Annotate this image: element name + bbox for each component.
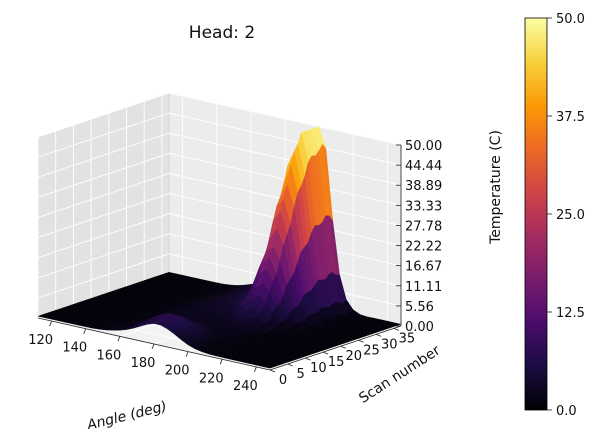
x-axis-label: Angle (deg) [85,398,169,429]
z-tick-label: 44.44 [405,159,442,174]
y-tick [340,345,346,349]
z-tick-label: 16.67 [405,260,442,275]
grid-line [37,233,170,279]
x-tick-label: 180 [131,356,156,371]
colorbar: 0.0 12.5 25.0 37.5 50.0 [524,12,585,419]
y-tick [287,363,293,367]
x-tick [219,359,223,365]
y-tick-label: 20 [346,349,363,364]
y-tick [358,339,364,343]
x-tick-label: 160 [96,348,121,363]
colorbar-tick-label: 12.5 [556,306,585,321]
y-tick-label: 35 [399,331,416,346]
x-tick [117,336,121,342]
z-tick-label: 0.00 [405,320,434,335]
z-tick-label: 11.11 [405,280,442,295]
z-axis-label: Temperature (C) [488,130,504,245]
y-tick [305,357,311,361]
colorbar-tick-label: 37.5 [556,110,585,125]
y-tick [376,333,382,337]
x-tick [83,328,87,334]
z-axis: 0.00 5.56 11.11 16.67 22.22 27.78 33.33 38.89 44… [396,139,442,335]
z-tick-label: 27.78 [405,219,442,234]
chart-title: Head: 2 [189,23,255,43]
grid-line [37,112,170,158]
colorbar-tick-label: 25.0 [556,208,585,223]
grid-line [37,92,170,138]
z-tick-label: 33.33 [405,199,442,214]
colorbar-tick-label: 0.0 [556,404,577,419]
grid-line [37,193,170,238]
y-tick-label: 0 [279,373,287,388]
grid-line [37,173,170,218]
x-tick-label: 240 [233,379,258,394]
y-tick-label: 5 [297,367,305,382]
y-tick-label: 25 [363,343,380,358]
x-tick [49,320,53,327]
z-tick-label: 5.56 [405,300,434,315]
y-tick [322,351,329,355]
z-tick-label: 38.89 [405,179,442,194]
y-tick-label: 30 [381,337,398,352]
surface [37,126,402,369]
grid-line [37,213,170,259]
z-tick-label: 50.00 [405,139,442,154]
x-axis: 120 140 160 180 200 220 240 [28,317,271,394]
x-tick [151,343,155,350]
x-tick-label: 140 [62,341,87,356]
colorbar-tick-label: 50.0 [556,12,585,27]
z-tick-label: 22.22 [405,240,442,255]
grid-line [37,253,170,299]
y-tick [269,369,276,373]
x-tick-label: 120 [28,333,53,348]
grid-line [37,152,170,198]
y-tick-label: 10 [310,361,327,376]
y-tick [393,328,400,331]
grid-line [168,92,402,146]
x-tick [253,366,257,373]
y-axis: 0 5 10 15 20 25 30 35 [269,325,416,388]
x-tick-label: 220 [199,371,224,386]
grid-line [37,132,170,178]
grid-line [168,132,402,186]
x-tick-label: 200 [165,364,190,379]
x-tick [185,351,189,357]
grid-line [168,112,402,166]
y-axis-line [269,325,402,371]
y-tick-label: 15 [328,355,345,370]
colorbar-gradient [524,17,548,411]
surface-cell [262,365,275,369]
